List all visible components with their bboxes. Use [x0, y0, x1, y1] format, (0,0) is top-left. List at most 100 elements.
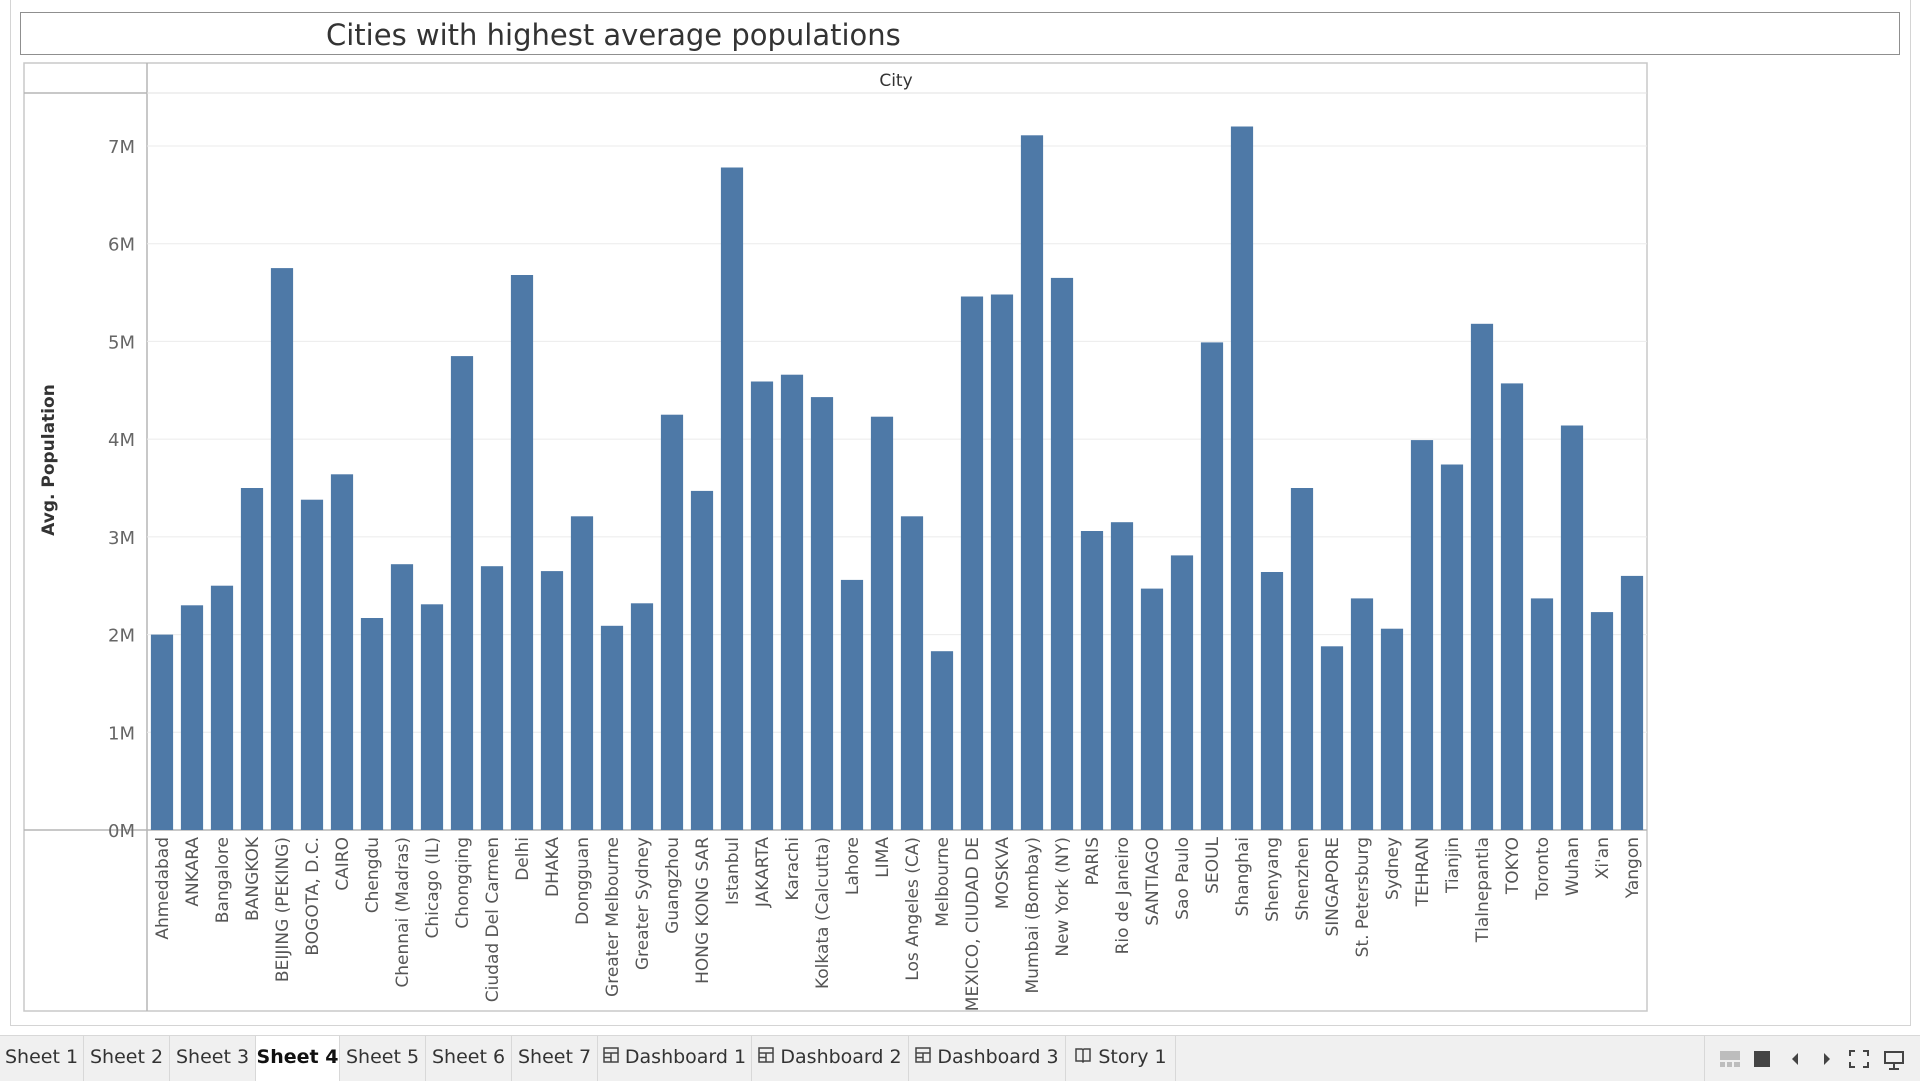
- bar[interactable]: [990, 294, 1014, 831]
- bar[interactable]: [690, 490, 714, 830]
- tab-label: Dashboard 2: [780, 1046, 902, 1068]
- bar[interactable]: [1080, 531, 1104, 830]
- x-tick-label: Delhi: [513, 837, 533, 881]
- x-tick-label: Wuhan: [1563, 837, 1583, 896]
- bar[interactable]: [1620, 575, 1644, 830]
- bar[interactable]: [1410, 440, 1434, 830]
- tab-dashboard-2[interactable]: Dashboard 2: [752, 1036, 909, 1081]
- x-tick-label: SINGAPORE: [1323, 837, 1343, 937]
- bar[interactable]: [630, 603, 654, 830]
- bar[interactable]: [210, 585, 234, 830]
- bar[interactable]: [450, 356, 474, 830]
- bar[interactable]: [1020, 135, 1044, 831]
- prev-sheet-icon[interactable]: [1789, 1050, 1801, 1068]
- bar[interactable]: [270, 268, 294, 831]
- y-tick-label: 6M: [108, 235, 135, 256]
- x-tick-label: St. Petersburg: [1353, 837, 1373, 957]
- bar[interactable]: [1290, 488, 1314, 830]
- x-tick-label: Chengdu: [363, 837, 383, 913]
- x-tick-label: Bangalore: [213, 837, 233, 923]
- sheet-navigation: [1704, 1036, 1920, 1081]
- bar[interactable]: [330, 474, 354, 830]
- bar[interactable]: [510, 275, 534, 830]
- bar[interactable]: [870, 416, 894, 830]
- fullscreen-icon[interactable]: [1849, 1050, 1869, 1068]
- bar[interactable]: [1500, 383, 1524, 830]
- bar[interactable]: [810, 397, 834, 830]
- bar[interactable]: [960, 296, 984, 831]
- bar[interactable]: [930, 651, 954, 830]
- x-tick-label: Rio de Janeiro: [1113, 837, 1133, 954]
- bar[interactable]: [240, 488, 264, 830]
- x-tick-label: Los Angeles (CA): [903, 837, 923, 981]
- bar[interactable]: [570, 516, 594, 830]
- tab-label: Dashboard 3: [937, 1046, 1059, 1068]
- tab-sheet-2[interactable]: Sheet 2: [84, 1036, 170, 1081]
- x-tick-label: BEIJING (PEKING): [273, 837, 293, 982]
- tab-dashboard-1[interactable]: Dashboard 1: [598, 1036, 752, 1081]
- bar[interactable]: [1230, 126, 1254, 831]
- bar[interactable]: [1380, 628, 1404, 830]
- bar[interactable]: [480, 566, 504, 830]
- bar[interactable]: [780, 374, 804, 830]
- x-tick-label: Ciudad Del Carmen: [483, 837, 503, 1002]
- bar[interactable]: [180, 605, 204, 830]
- tab-story-1[interactable]: Story 1: [1066, 1036, 1176, 1081]
- bar[interactable]: [1320, 646, 1344, 830]
- tab-label: Sheet 7: [517, 1046, 592, 1068]
- tab-sheet-3[interactable]: Sheet 3: [170, 1036, 256, 1081]
- x-tick-label: SEOUL: [1203, 836, 1223, 893]
- bar[interactable]: [420, 604, 444, 830]
- bar[interactable]: [660, 414, 684, 830]
- bar[interactable]: [600, 625, 624, 830]
- stop-icon[interactable]: [1753, 1050, 1771, 1068]
- bar-chart: 0M 1M 2M 3M 4M 5M 6M 7M Ahmedabad ANKARA Bangalor…: [23, 62, 1648, 1012]
- x-tick-label: TEHRAN: [1413, 837, 1433, 907]
- x-tick-label: Shanghai: [1233, 837, 1253, 916]
- x-tick-label: BOGOTA, D.C.: [303, 837, 323, 956]
- next-sheet-icon[interactable]: [1821, 1050, 1833, 1068]
- column-header: City: [879, 71, 912, 91]
- x-tick-label: Toronto: [1533, 837, 1553, 901]
- bar[interactable]: [1140, 588, 1164, 830]
- tab-sheet-5[interactable]: Sheet 5: [340, 1036, 426, 1081]
- tab-sheet-4[interactable]: Sheet 4: [256, 1036, 340, 1081]
- bar[interactable]: [390, 564, 414, 830]
- y-tick-label: 2M: [108, 626, 135, 647]
- tab-dashboard-3[interactable]: Dashboard 3: [909, 1036, 1066, 1081]
- bar[interactable]: [540, 571, 564, 830]
- x-tick-label: Ahmedabad: [153, 837, 173, 940]
- dashboard-icon: [758, 1036, 775, 1079]
- bar[interactable]: [1470, 323, 1494, 830]
- bar[interactable]: [1170, 555, 1194, 830]
- bar[interactable]: [1440, 464, 1464, 831]
- bar[interactable]: [360, 618, 384, 830]
- tab-sheet-6[interactable]: Sheet 6: [426, 1036, 512, 1081]
- bar[interactable]: [1590, 612, 1614, 830]
- bar[interactable]: [1350, 598, 1374, 830]
- bar[interactable]: [1110, 522, 1134, 830]
- bar[interactable]: [840, 579, 864, 830]
- bar[interactable]: [750, 381, 774, 831]
- tab-sheet-1[interactable]: Sheet 1: [0, 1036, 84, 1081]
- dashboard-icon: [603, 1036, 619, 1079]
- bar[interactable]: [900, 516, 924, 830]
- bar[interactable]: [1260, 572, 1284, 830]
- x-tick-label: Sao Paulo: [1173, 837, 1193, 920]
- presentation-icon[interactable]: [1883, 1050, 1905, 1070]
- x-tick-label: Shenzhen: [1293, 837, 1313, 921]
- tab-sheet-7[interactable]: Sheet 7: [512, 1036, 598, 1081]
- bar[interactable]: [1560, 425, 1584, 831]
- chart-title: Cities with highest average populations: [326, 18, 901, 52]
- y-tick-label: 3M: [108, 528, 135, 549]
- bar[interactable]: [1530, 598, 1554, 830]
- bar[interactable]: [300, 499, 324, 830]
- x-tick-label: HONG KONG SAR: [693, 837, 713, 984]
- bar[interactable]: [720, 167, 744, 831]
- y-axis-title: Avg. Population: [39, 384, 59, 536]
- bar[interactable]: [150, 634, 174, 830]
- bar[interactable]: [1050, 277, 1074, 830]
- show-sheets-icon[interactable]: [1719, 1050, 1741, 1068]
- x-tick-label: Shenyang: [1263, 837, 1283, 922]
- bar[interactable]: [1200, 342, 1224, 830]
